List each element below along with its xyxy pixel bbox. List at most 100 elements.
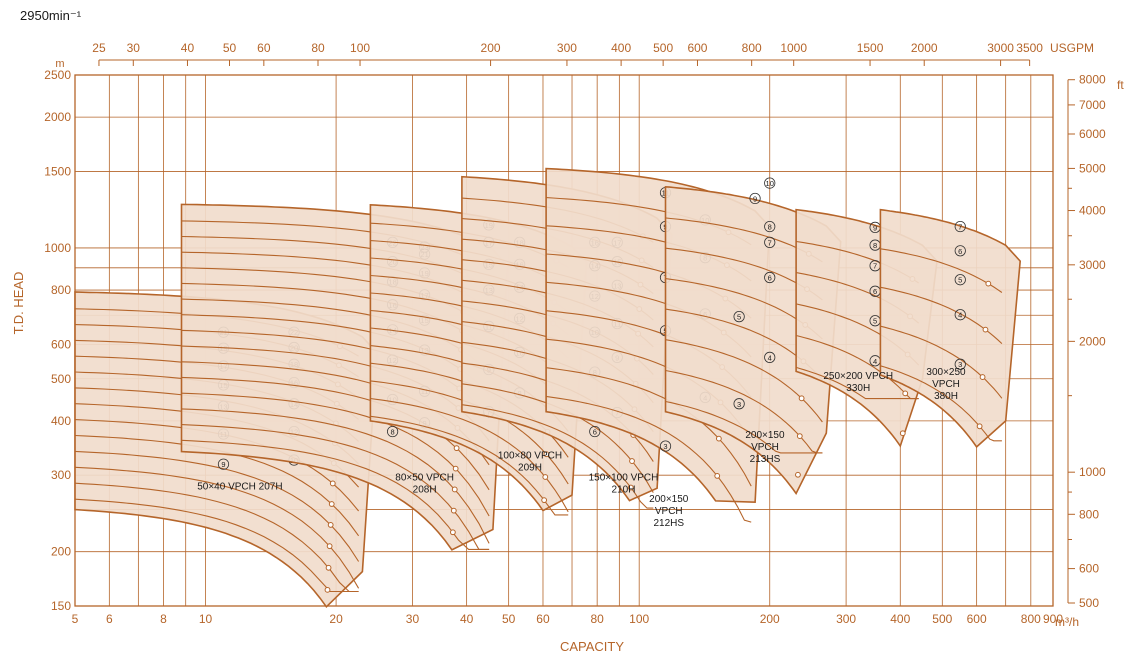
top-axis-label: 500 [653,41,673,55]
x-tick-label: 400 [890,612,910,626]
stage-marker-label: 6 [593,428,597,437]
right-axis-label: 6000 [1079,127,1106,141]
stage-marker: 9 [217,458,230,470]
top-axis-label: 100 [350,41,370,55]
stage-marker-label: 3 [958,360,962,369]
stage-curve [74,466,360,589]
x-tick-label: 6 [106,612,113,626]
stage-marker-label: 5 [873,317,877,326]
stage-marker: 3 [659,440,672,452]
bep-marker [542,474,549,480]
stage-marker: 7 [764,236,776,248]
bep-marker [714,473,721,479]
bep-marker [325,564,332,571]
stage-marker-label: 8 [768,223,772,232]
stage-marker: 5 [733,311,745,323]
pump-model-label: 250×200 VPCH 330H [823,371,893,394]
pump-model-label: 100×80 VPCH 209H [498,450,562,473]
stage-marker-circle [733,311,745,323]
pump-model-label-line: 50×40 VPCH 207H [197,482,282,493]
y-tick-label: 300 [51,468,71,482]
stage-marker-circle [589,425,601,438]
right-axis-label: 4000 [1079,204,1106,218]
bep-marker [979,374,986,380]
bep-marker [796,433,803,440]
stage-marker-label: 3 [737,400,741,409]
top-axis-label: 800 [742,41,762,55]
bep-marker [450,507,457,514]
stage-marker-label: 7 [958,223,962,232]
top-axis-label: 3000 [987,41,1014,55]
bep-marker [976,423,983,430]
bep-marker [543,451,550,458]
stage-marker: 4 [954,309,966,321]
top-axis-label: 50 [223,41,237,55]
right-axis-label: 2000 [1079,334,1106,348]
stage-marker-circle [954,245,966,257]
stage-marker-label: 8 [873,241,877,250]
stage-marker-label: 6 [873,287,877,296]
bep-marker [899,430,906,437]
x-axis-title: CAPACITY [560,639,624,654]
bep-marker [627,484,634,491]
stage-marker-label: 9 [221,460,225,469]
stage-marker: 10 [764,177,776,189]
bep-marker [327,522,334,528]
stage-marker-circle [659,440,672,452]
stage-curve [665,369,823,454]
pump-model-label: 200×150 VPCH 213HS [745,430,785,465]
top-axis-label: 1500 [857,41,884,55]
stage-marker-circle [764,236,776,248]
stage-marker-circle [217,458,230,470]
bep-marker [795,471,801,478]
stage-marker-label: 6 [768,274,772,283]
top-axis-label: 300 [557,41,577,55]
stage-curve [370,397,569,513]
bep-marker [452,465,459,472]
stage-marker-circle [749,192,761,205]
stage-marker-label: 7 [873,262,877,271]
stage-marker: 3 [733,398,745,410]
stage-curve [181,439,490,550]
right-axis-label: 1000 [1079,465,1106,479]
bep-marker [329,480,336,487]
y-tick-label: 800 [51,283,71,297]
stage-curve [880,365,1002,442]
stage-marker-label: 5 [958,276,962,285]
pump-model-label-line: VPCH [932,379,960,390]
x-tick-label: 100 [629,612,649,626]
pump-areas: 9111315171921101214161820228910111213141… [74,167,1022,609]
bep-marker [985,280,992,287]
stage-marker-circle [954,220,966,233]
y-tick-label: 600 [51,337,71,351]
stage-curve [880,248,1003,293]
y-tick-label: 1000 [44,241,71,255]
y-axis-unit: m [55,58,64,70]
bep-marker [902,390,909,397]
stage-curve [370,415,569,516]
right-axis-label: 3000 [1079,258,1106,272]
stage-curve [74,450,360,562]
stage-marker-label: 3 [663,442,667,451]
bep-marker [453,445,460,452]
top-axis-label: 400 [611,41,631,55]
y-tick-label: 150 [51,599,71,613]
stage-marker-circle [954,358,966,370]
right-axis-label: 800 [1079,507,1099,521]
bep-marker [328,501,335,507]
y-tick-label: 2500 [44,68,71,82]
pump-model-label-line: 380H [934,391,958,402]
top-axis-unit: USGPM [1050,41,1094,55]
stage-marker: 8 [764,220,776,233]
stage-curve [74,482,359,593]
stage-marker-circle [954,274,966,286]
x-tick-label: 800 [1021,612,1041,626]
right-axis-label: 5000 [1079,161,1106,175]
stage-curve [665,400,823,454]
pump-model-label-line: 210H [612,484,636,495]
stage-marker-label: 4 [958,311,962,320]
axes: 5 6 8 10 20 30 40 50 60 80 100 200 300 400 500 600 800 90… [44,41,1106,626]
x-axis-unit: m³/h [1055,615,1079,629]
pump-model-label-line: 200×150 [745,430,785,441]
